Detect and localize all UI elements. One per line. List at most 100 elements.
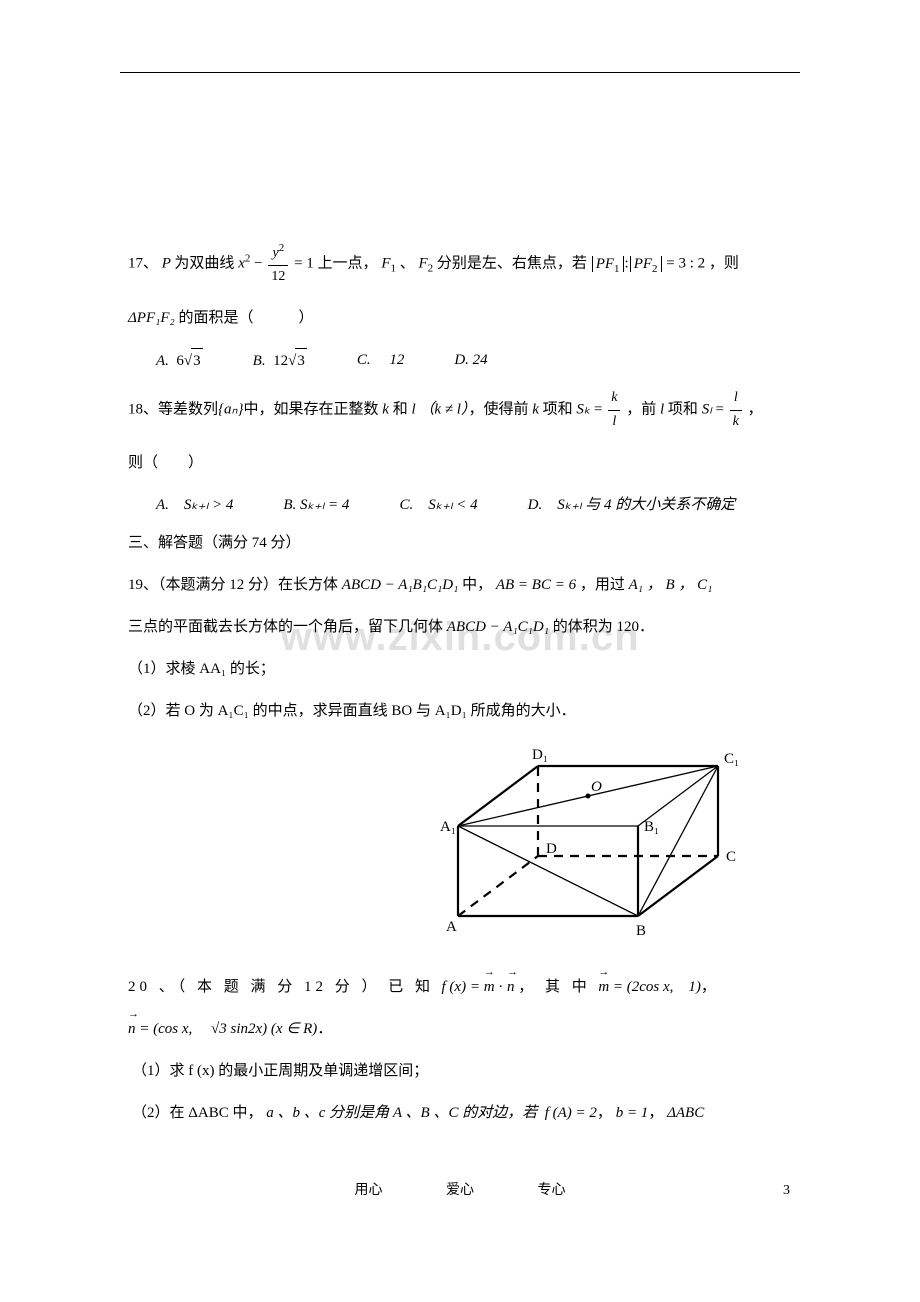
footer-c: 专心 [538, 1183, 566, 1198]
q18-options: A. Sₖ₊ₗ > 4 B. Sₖ₊ₗ = 4 C. Sₖ₊ₗ < 4 D. S… [156, 493, 800, 517]
q17-C: C. 12 [357, 352, 405, 368]
q18-comma: ， [748, 402, 763, 418]
q17-frac: y2 12 [268, 240, 288, 288]
cuboid-figure: D₁ C₁ O A₁ B₁ D C A B [428, 741, 758, 951]
lbl-C: C [726, 849, 736, 865]
q20-dot: · [498, 979, 503, 995]
q18-Sl: Sₗ [702, 402, 712, 418]
top-rule [120, 72, 800, 73]
q17-eq1: = 1 [294, 256, 314, 272]
q20-c1: ， [701, 979, 716, 995]
q20-p2a: （2）在 ΔABC 中， [132, 1105, 263, 1121]
q18-t4: 项和 [543, 402, 573, 418]
q20-part1: （1）求 f (x) 的最小正周期及单调递增区间； [128, 1059, 800, 1083]
q20-t2: ， 其 中 [518, 979, 591, 995]
q17-A-v: 6 [176, 353, 184, 369]
q18-t6: 项和 [668, 402, 698, 418]
q18-line1: 18、等差数列{aₙ}中，如果存在正整数 k 和 l （k ≠ l），使得前 k… [128, 387, 800, 433]
q19-num: 19、 [128, 577, 158, 593]
q18-t5: ，前 [626, 402, 656, 418]
q20-fA: f (A) = 2 [545, 1105, 597, 1121]
q17-t4: ，则 [709, 256, 739, 272]
q18-f1d: l [608, 411, 620, 433]
q17-F2: F [419, 256, 428, 272]
q18-f1n: k [608, 387, 620, 410]
lbl-B: B [636, 923, 646, 939]
q17-B-lbl: B. [253, 353, 266, 369]
q17-t2: 上一点， [318, 256, 378, 272]
lbl-D1: D₁ [532, 747, 548, 763]
q18-optB: B. Sₖ₊ₗ = 4 [283, 493, 349, 517]
page: www.zixin.com.cn 17、 P 为双曲线 x2 − y2 12 =… [0, 0, 920, 1302]
q20-nval: = (cos x, √3 sin2x) [139, 1021, 267, 1037]
footer-b: 爱心 [446, 1183, 474, 1198]
q19-part2: （2）若 O 为 A₁C₁ 的中点，求异面直线 BO 与 A₁D₁ 所成角的大小… [128, 699, 800, 723]
q20-tri: ΔABC [667, 1105, 704, 1121]
q18-optD: D. Sₖ₊ₗ 与 4 的大小关系不确定 [528, 493, 736, 517]
q20-line1: 20 、（ 本 题 满 分 12 分 ） 已 知 f (x) = m · n ，… [128, 975, 800, 999]
q20-fx: f (x) = [442, 979, 480, 995]
q17-t1: 为双曲线 [174, 256, 234, 272]
q19-t3: ，用过 [580, 577, 625, 593]
q18-num: 18、 [128, 402, 158, 418]
q17-D: D. 24 [454, 352, 487, 368]
q19-solid: ABCD − A₁B₁C₁D₁ [342, 577, 459, 593]
q17-optB: B. 12√3 [253, 348, 307, 373]
q17-t3: 分别是左、右焦点，若 [437, 256, 587, 272]
q18-t2: 中，如果存在正整数 [244, 402, 379, 418]
q18-l: l [411, 402, 415, 418]
footer: 用心 爱心 专心 [0, 1180, 920, 1202]
footer-a: 用心 [355, 1183, 383, 1198]
q17-x: x [238, 256, 245, 272]
page-number: 3 [783, 1180, 790, 1202]
q20-line2: n = (cos x, √3 sin2x) (x ∈ R)． [128, 1017, 800, 1041]
q18-k: k [382, 402, 389, 418]
q18-and: 和 [393, 402, 408, 418]
q17-optD: D. 24 [454, 348, 487, 373]
q18-Sk: Sₖ [576, 402, 590, 418]
q17-B-v: 12 [273, 353, 288, 369]
q20-dom: (x ∈ R) [271, 1021, 317, 1037]
q17-num: 17、 [128, 256, 158, 272]
q19-eq1: AB = BC = 6 [496, 577, 576, 593]
q20-n2: n [128, 1017, 136, 1041]
q20-p2b: a 、b 、c 分别是角 A 、B 、C 的对边，若 [266, 1105, 537, 1121]
q18-t3: ，使得前 [468, 402, 528, 418]
q18-f2d: k [730, 411, 742, 433]
q18-optC: C. Sₖ₊ₗ < 4 [399, 493, 477, 517]
q20-part2: （2）在 ΔABC 中， a 、b 、c 分别是角 A 、B 、C 的对边，若 … [128, 1101, 800, 1125]
q20-m: m [484, 975, 495, 999]
q17-ratio: = 3 : 2 [666, 256, 705, 272]
q20-m2: m [598, 975, 609, 999]
q19-t1: （本题满分 12 分）在长方体 [158, 577, 338, 593]
q17-B-s: 3 [295, 348, 307, 373]
q19-t2: 中， [462, 577, 492, 593]
q19-pts: A₁ ， B ， C₁ [629, 577, 713, 593]
q20-n: n [507, 975, 515, 999]
watermark: www.zixin.com.cn [280, 605, 639, 669]
q20-mval: = (2cos x, 1) [613, 979, 701, 995]
q18-cond: （k ≠ l） [419, 402, 468, 418]
lbl-O: O [591, 779, 602, 795]
q18-seq: {aₙ} [218, 402, 243, 418]
q19-line1: 19、（本题满分 12 分）在长方体 ABCD − A₁B₁C₁D₁ 中， AB… [128, 573, 800, 597]
lbl-D: D [546, 841, 557, 857]
section3: 三、解答题（满分 74 分） [128, 531, 800, 555]
q17-options: A. 6√3 B. 12√3 C. 12 D. 24 [156, 348, 800, 373]
q17-t5: 的面积是（ ） [178, 310, 313, 326]
q17-tri: ΔPF₁F₂ [128, 310, 175, 326]
q20-p: ． [317, 1021, 332, 1037]
q18-optA: A. Sₖ₊ₗ > 4 [156, 493, 233, 517]
lbl-B1: B₁ [644, 819, 659, 835]
q17-line2: ΔPF₁F₂ 的面积是（ ） [128, 306, 800, 330]
q17-A-s: 3 [191, 348, 203, 373]
q17-A-lbl: A. [156, 353, 169, 369]
q18-line2: 则（ ） [128, 451, 800, 475]
q20-b1: b = 1 [616, 1105, 649, 1121]
q18-f2n: l [730, 387, 742, 410]
q20-num: 20 、（ 本 题 满 分 12 分 ） 已 知 [128, 979, 434, 995]
q17-line1: 17、 P 为双曲线 x2 − y2 12 = 1 上一点， F1 、 F2 分… [128, 240, 800, 288]
q18-t1: 等差数列 [158, 402, 218, 418]
lbl-C1: C₁ [724, 751, 739, 767]
q17-optA: A. 6√3 [156, 348, 203, 373]
